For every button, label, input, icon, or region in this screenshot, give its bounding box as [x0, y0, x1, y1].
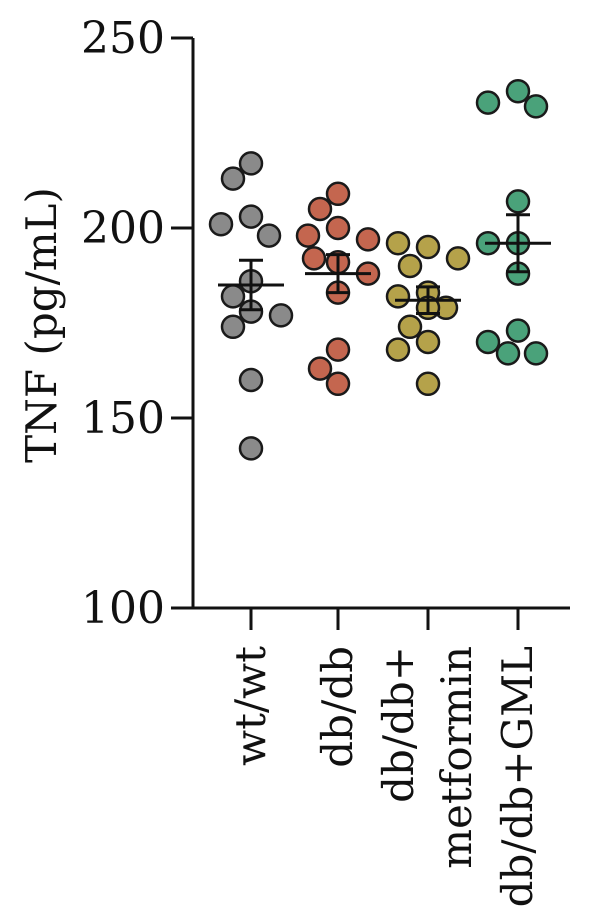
data-point	[495, 341, 521, 366]
data-point	[325, 215, 351, 241]
data-point	[505, 318, 531, 343]
data-point	[385, 230, 411, 256]
data-point	[505, 78, 531, 104]
data-point	[208, 211, 234, 237]
data-point	[505, 189, 531, 214]
data-point	[220, 166, 246, 191]
data-point	[325, 337, 351, 362]
y-tick-label: 250	[81, 13, 165, 64]
y-axis-title: TNF (pg/mL)	[17, 187, 66, 463]
data-point	[355, 227, 381, 252]
x-category-label: db/db	[313, 646, 362, 768]
data-point	[415, 371, 441, 397]
y-tick-label: 150	[81, 393, 165, 444]
plot-area	[208, 78, 551, 461]
data-point	[307, 356, 333, 381]
x-category-label: metformin	[432, 646, 481, 869]
y-tick-label: 200	[81, 203, 165, 254]
data-point	[397, 253, 423, 279]
x-category-label: wt/wt	[226, 646, 275, 766]
data-point	[415, 234, 441, 260]
data-point	[385, 284, 411, 309]
data-point	[475, 329, 501, 355]
data-point	[523, 341, 549, 366]
data-point	[238, 204, 264, 229]
data-point	[325, 181, 351, 207]
data-point	[220, 284, 246, 309]
data-point	[301, 246, 327, 271]
x-category-label: db/db+	[374, 646, 423, 803]
data-point	[256, 223, 282, 248]
data-point	[475, 90, 501, 115]
data-point	[268, 303, 294, 328]
x-axis: wt/wt db/db db/db+ metformin db/db+GML	[193, 606, 570, 907]
data-point	[307, 196, 333, 222]
y-axis: 100 150 200 250	[81, 13, 195, 634]
x-category-label: db/db+GML	[493, 646, 542, 907]
y-tick-label: 100	[81, 583, 165, 634]
data-point	[295, 223, 321, 248]
data-point	[220, 314, 246, 340]
data-point	[385, 337, 411, 362]
data-point	[445, 246, 471, 271]
data-point	[523, 94, 549, 119]
data-point	[415, 329, 441, 355]
data-point	[325, 371, 351, 397]
data-point	[238, 367, 264, 393]
data-point	[238, 151, 264, 176]
data-point	[238, 436, 264, 461]
data-point	[397, 314, 423, 340]
